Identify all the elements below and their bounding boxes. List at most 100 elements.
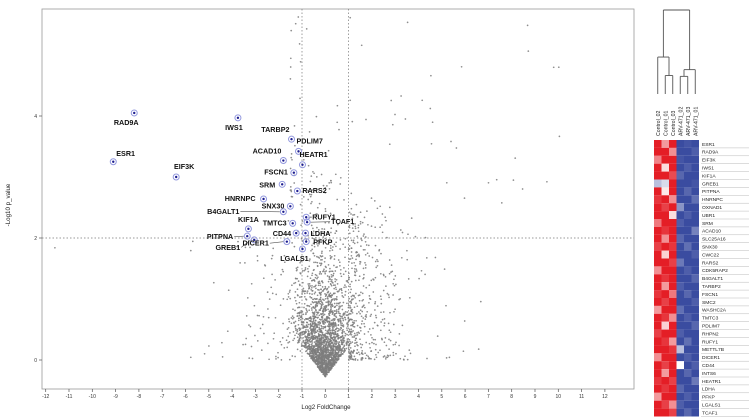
heatmap-cell: [691, 400, 699, 409]
heatmap-cell: [661, 392, 669, 401]
gene-ring: [130, 109, 138, 117]
heatmap-cell: [676, 353, 684, 362]
gene-marker-RUFY1: RUFY1: [302, 212, 336, 221]
heatmap-cell: [661, 155, 669, 164]
heatmap-cell: [661, 226, 669, 235]
svg-text:9: 9: [534, 394, 537, 400]
gene-point: [304, 231, 307, 235]
heatmap-cell: [661, 266, 669, 275]
gene-marker-LDHA: LDHA: [301, 229, 330, 238]
heatmap-cell: [654, 377, 662, 385]
gene-label: FSCN1: [264, 168, 288, 177]
gene-ring: [283, 238, 291, 246]
gene-marker-TARBP2: TARBP2: [261, 125, 296, 143]
heatmap-column-label: Control_03: [671, 111, 677, 136]
volcano-plot-area: -12 -11 -10 -9 -8 -7 -6 -5 -4 -3 -2 -1 0 1 2 3 4 5 6 7 8 9 10 1…: [34, 8, 635, 400]
y-axis-label: -Log10 p_value: [5, 183, 12, 226]
heatmap-cell: [676, 337, 684, 346]
heatmap-cell: [669, 282, 677, 291]
heatmap-cell: [684, 226, 692, 235]
gene-point: [304, 240, 308, 243]
heatmap-cell: [661, 179, 669, 188]
heatmap-cell: [654, 242, 662, 251]
heatmap-cell: [684, 155, 692, 164]
svg-text:0: 0: [34, 358, 37, 364]
heatmap-cell: [654, 203, 662, 212]
heatmap-cell: [676, 226, 684, 235]
heatmap-cell: [654, 345, 662, 354]
heatmap-cell: [684, 140, 692, 148]
gene-label: TMTC3: [263, 218, 287, 227]
gene-point: [236, 116, 240, 120]
heatmap-cell: [661, 140, 669, 148]
svg-text:2: 2: [34, 236, 37, 242]
gene-ring: [290, 169, 298, 177]
gene-label: LGALS1: [280, 254, 308, 263]
heatmap-cell: [684, 266, 692, 275]
heatmap-cell: [676, 282, 684, 291]
svg-text:7: 7: [487, 394, 490, 400]
heatmap-row-label: INTS6: [702, 371, 716, 377]
heatmap-cell: [669, 305, 677, 314]
heatmap-cell: [661, 274, 669, 283]
heatmap-column-label: Control_01: [663, 111, 669, 136]
heatmap-cell: [669, 242, 677, 251]
gene-label: SRM: [259, 180, 275, 189]
heatmap-cell: [691, 298, 699, 306]
svg-text:-11: -11: [66, 394, 73, 400]
heatmap-cell: [684, 242, 692, 251]
heatmap-cell: [691, 211, 699, 219]
heatmap-cell: [654, 337, 662, 346]
heatmap-cell: [669, 400, 677, 409]
gene-point: [253, 238, 256, 242]
gene-marker-B4GALT1: B4GALT1: [207, 207, 287, 216]
heatmap-cell: [669, 203, 677, 212]
heatmap-cell: [691, 155, 699, 164]
gene-label: HEATR1: [299, 150, 327, 159]
gene-marker-CD44: CD44: [273, 229, 300, 238]
heatmap-cell: [691, 305, 699, 314]
heatmap-cell: [654, 171, 662, 180]
heatmap-cell: [684, 353, 692, 362]
gene-point: [285, 240, 289, 243]
heatmap-cell: [676, 361, 684, 370]
heatmap-cell: [654, 226, 662, 235]
heatmap-cell: [654, 274, 662, 283]
heatmap-cell: [691, 290, 699, 298]
gene-label: EIF3K: [174, 162, 195, 171]
gene-marker-KIF1A: KIF1A: [238, 215, 259, 233]
svg-text:-1: -1: [300, 394, 305, 400]
heatmap-cell: [654, 250, 662, 259]
heatmap-cell: [661, 234, 669, 243]
heatmap-cell: [676, 171, 684, 180]
svg-text:11: 11: [579, 394, 584, 400]
heatmap-cell: [654, 408, 662, 417]
heatmap-row-label: SLC25A16: [702, 237, 726, 243]
gene-ring: [295, 147, 303, 155]
heatmap-row-label: RUFY1: [702, 339, 718, 345]
heatmap-cell: [669, 353, 677, 362]
heatmap-cell: [661, 163, 669, 172]
gene-label: TARBP2: [261, 125, 289, 134]
heatmap-cell: [661, 353, 669, 362]
heatmap-cell: [661, 250, 669, 259]
heatmap-row-label: PDLIM7: [702, 324, 720, 330]
heatmap-row-label: B4GALT1: [702, 276, 723, 282]
heatmap-cell: [684, 329, 692, 338]
heatmap-cell: [661, 203, 669, 212]
heatmap-cell: [669, 290, 677, 298]
gene-marker-PFKP: PFKP: [302, 238, 333, 247]
heatmap-cell: [676, 266, 684, 275]
gene-marker-RARS2: RARS2: [293, 186, 327, 195]
heatmap-column-label: ARV-471_01: [693, 107, 699, 136]
heatmap-cell: [669, 361, 677, 370]
heatmap-column-label: Control_02: [656, 111, 662, 136]
heatmap-cell: [676, 377, 684, 385]
heatmap-cell: [676, 155, 684, 164]
heatmap-cell: [684, 361, 692, 370]
gene-label: ACAD10: [253, 147, 282, 156]
heatmap-cell: [669, 195, 677, 204]
gene-label: RAD9A: [114, 118, 139, 127]
gene-label: RARS2: [302, 186, 326, 195]
